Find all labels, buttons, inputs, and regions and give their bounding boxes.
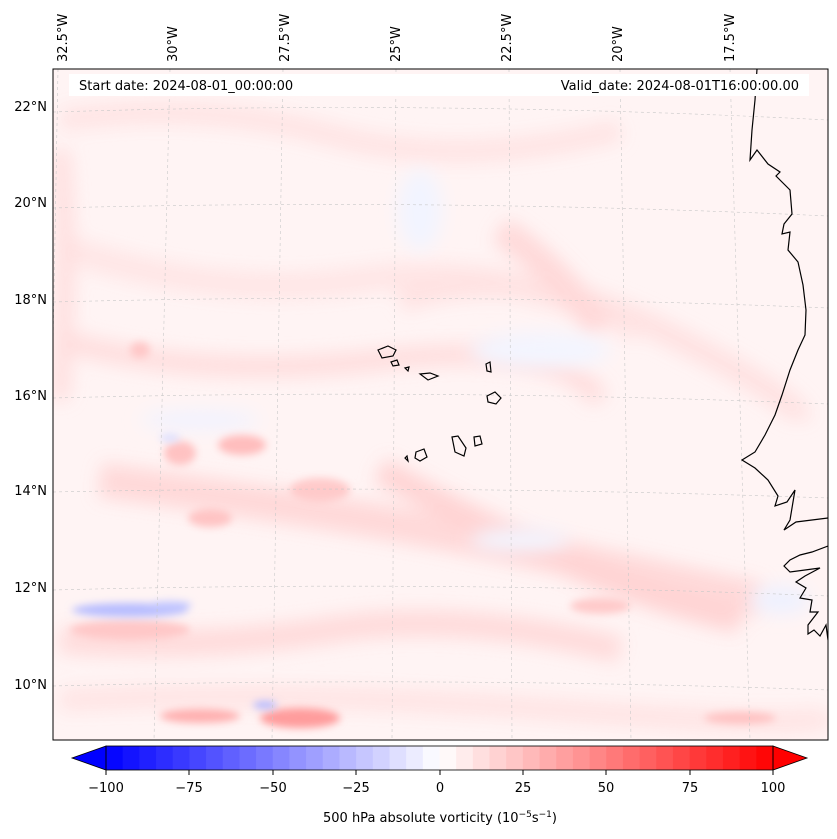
colorbar-segment [506,746,524,770]
colorbar-high-extension [772,745,809,771]
colorbar-tick-label: −100 [88,781,124,796]
colorbar-tick-label: −25 [342,781,369,796]
lat-label: 18°N [14,293,47,308]
colorbar-tick-label: −50 [259,781,286,796]
colorbar-low-extension [70,745,107,771]
colorbar-label: 500 hPa absolute vorticity (10−5s−1) [323,810,557,826]
lon-label: 20°W [611,26,626,62]
colorbar-segment [706,746,724,770]
colorbar-segment [222,746,240,770]
colorbar-segments [106,746,774,770]
colorbar-segment [439,746,457,770]
lat-label: 20°N [14,196,47,211]
colorbar-segment [189,746,207,770]
colorbar-segment [639,746,657,770]
colorbar-segment [689,746,707,770]
colorbar-segment [722,746,741,770]
colorbar-segment [122,746,140,770]
lon-label: 32.5°W [56,14,71,62]
lat-label: 10°N [14,678,47,693]
colorbar-tick-labels: −100 −75 −50 −25 0 25 50 75 100 [88,781,785,796]
colorbar-segment [572,746,591,770]
lon-label: 30°W [166,26,181,62]
colorbar-segment [556,746,574,770]
colorbar-segment [239,746,257,770]
colorbar-segment [422,746,441,770]
colorbar-tick-label: 100 [761,781,786,796]
map-graticule [53,69,828,740]
colorbar-segment [456,746,474,770]
colorbar-segment [539,746,557,770]
lat-label: 16°N [14,389,47,404]
colorbar-segment [372,746,391,770]
colorbar-segment [489,746,507,770]
colorbar-segment [256,746,274,770]
colorbar-tick-label: 0 [436,781,444,796]
colorbar-segment [206,746,224,770]
colorbar-segment [156,746,174,770]
colorbar-segment [356,746,374,770]
colorbar-segment [622,746,641,770]
colorbar-segment [172,746,190,770]
vorticity-field [53,101,828,733]
start-date-label: Start date: 2024-08-01_00:00:00 [79,79,293,94]
colorbar-segment [672,746,691,770]
africa-coastline [740,69,828,531]
map-frame [52,68,829,741]
latitude-labels: 22°N 20°N 18°N 16°N 14°N 12°N 10°N [14,100,47,693]
lat-label: 12°N [14,581,47,596]
map-panel [52,68,829,741]
colorbar-segment [739,746,757,770]
lat-label: 14°N [14,484,47,499]
colorbar-segment [406,746,424,770]
colorbar-segment [306,746,324,770]
colorbar-segment [472,746,491,770]
lon-label: 22.5°W [500,14,515,62]
colorbar-tick-label: 25 [515,781,532,796]
lon-label: 27.5°W [278,14,293,62]
coastlines [377,69,828,641]
header-box [69,74,809,96]
lon-label: 25°W [389,26,404,62]
lat-label: 22°N [14,100,47,115]
valid-date-label: Valid_date: 2024-08-01T16:00:00.00 [561,79,799,94]
colorbar-segment [106,746,124,770]
colorbar-segment [756,746,774,770]
longitude-labels: 32.5°W 30°W 27.5°W 25°W 22.5°W 20°W 17.5… [56,14,738,62]
cape-verde-islands [377,345,502,463]
colorbar: −100 −75 −50 −25 0 25 50 75 100 500 hPa … [70,745,809,826]
colorbar-segment [522,746,541,770]
lon-label: 17.5°W [723,14,738,62]
colorbar-segment [139,746,157,770]
colorbar-segment [272,746,291,770]
colorbar-segment [389,746,407,770]
colorbar-tick-label: −75 [175,781,202,796]
colorbar-segment [289,746,307,770]
colorbar-segment [589,746,607,770]
colorbar-ticks [105,770,774,775]
colorbar-segment [606,746,624,770]
colorbar-segment [656,746,674,770]
colorbar-segment [339,746,357,770]
colorbar-segment [322,746,341,770]
colorbar-tick-label: 75 [682,781,699,796]
colorbar-tick-label: 50 [598,781,615,796]
africa-coastline-south [783,545,828,641]
